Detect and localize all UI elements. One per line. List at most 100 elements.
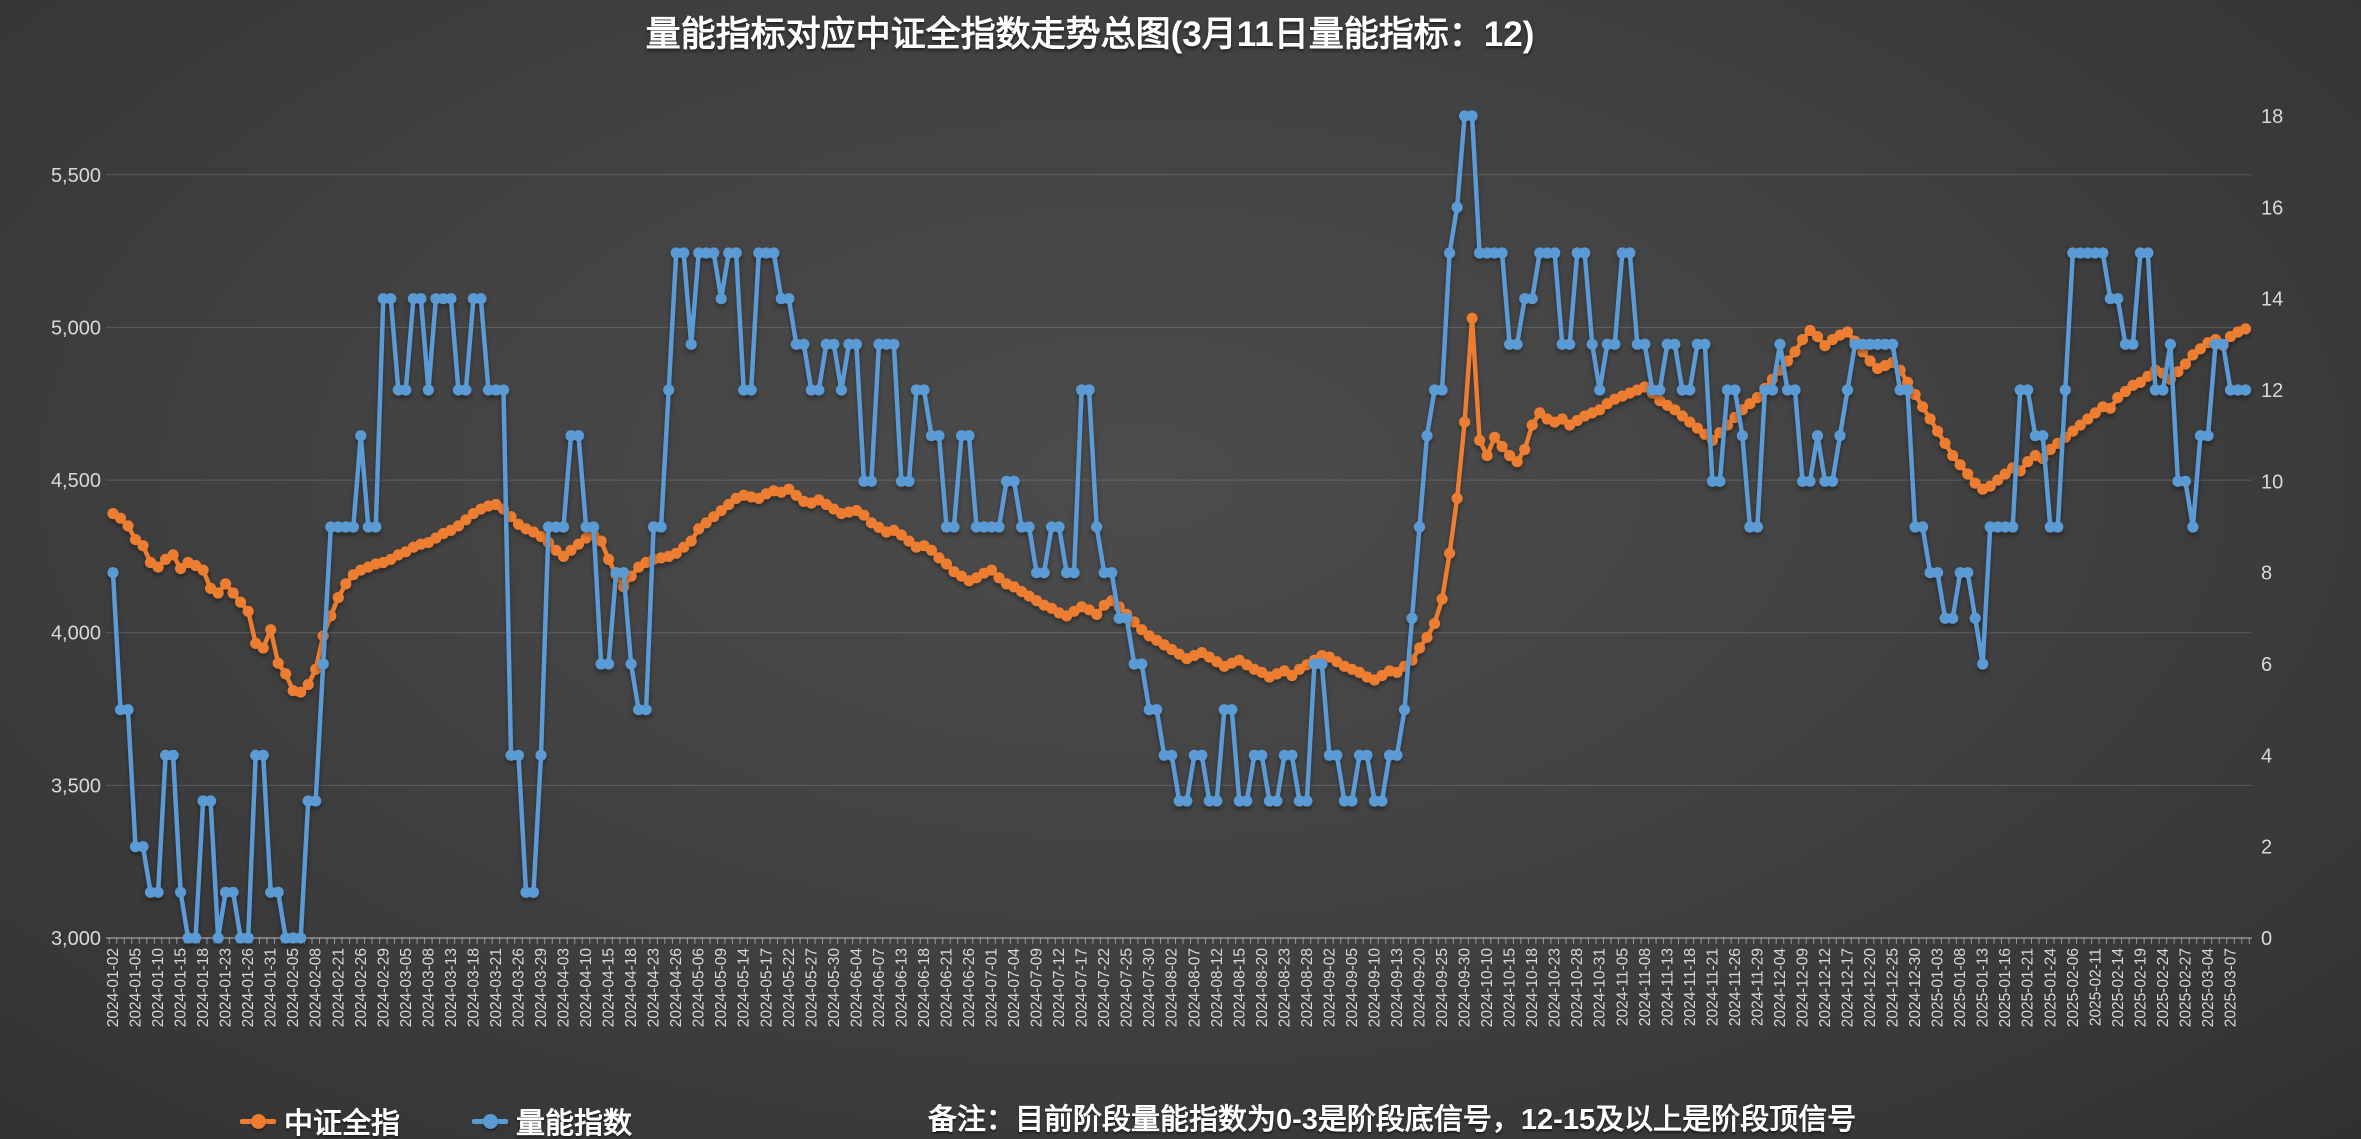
x-axis-date-label: 2024-05-09	[713, 948, 730, 1027]
x-axis-date-label: 2024-09-05	[1344, 948, 1361, 1027]
data-point	[663, 384, 675, 396]
data-point	[715, 293, 727, 305]
x-axis-date-label: 2024-06-26	[961, 948, 978, 1027]
data-point	[1962, 567, 1974, 579]
data-point	[1954, 459, 1966, 471]
data-point	[2179, 358, 2191, 370]
data-point	[2112, 293, 2124, 305]
data-point	[768, 247, 780, 259]
data-point	[385, 293, 397, 305]
data-point	[1376, 795, 1388, 807]
data-point	[933, 552, 945, 564]
csi-marker-dot	[251, 1114, 266, 1129]
data-point	[685, 535, 697, 547]
data-point	[2022, 384, 2034, 396]
x-axis-date-label: 2025-01-16	[1997, 948, 2014, 1027]
data-point	[618, 567, 630, 579]
data-point	[205, 795, 217, 807]
data-point	[1496, 440, 1508, 453]
data-point	[2217, 338, 2229, 350]
data-point	[1841, 384, 1854, 396]
data-point	[1413, 642, 1426, 654]
data-point	[242, 932, 254, 944]
data-point	[1811, 331, 1824, 343]
data-point	[685, 338, 697, 350]
data-point	[370, 521, 382, 533]
data-point	[1421, 430, 1433, 442]
data-point	[588, 521, 600, 533]
data-point	[2037, 430, 2049, 442]
data-point	[1136, 658, 1148, 670]
data-point	[1421, 631, 1433, 643]
data-point	[1962, 468, 1974, 480]
data-point	[603, 553, 615, 566]
data-point	[310, 795, 322, 807]
data-point	[1121, 612, 1133, 624]
data-point	[1053, 521, 1065, 533]
x-axis-date-label: 2024-03-05	[398, 948, 415, 1027]
y-axis-left-tick-label: 4,500	[51, 470, 101, 492]
data-point	[235, 596, 247, 608]
data-point	[1211, 795, 1223, 807]
data-point	[1091, 608, 1103, 621]
data-point	[227, 587, 239, 599]
x-axis-date-label: 2024-11-08	[1637, 948, 1654, 1026]
data-point	[1924, 413, 1936, 425]
data-point	[1579, 247, 1591, 259]
data-point	[1406, 612, 1418, 624]
data-point	[2022, 456, 2034, 468]
data-point	[1751, 392, 1763, 404]
data-point	[452, 520, 464, 532]
data-point	[2044, 443, 2056, 456]
data-point	[2187, 521, 2199, 533]
data-point	[257, 642, 269, 654]
data-point	[1466, 110, 1478, 122]
x-axis-date-label: 2024-01-15	[173, 948, 190, 1027]
data-point	[903, 475, 915, 487]
data-point	[1271, 795, 1283, 807]
data-point	[2239, 384, 2252, 396]
data-point	[2239, 323, 2252, 335]
data-point	[1969, 477, 1981, 489]
data-point	[460, 384, 472, 396]
x-axis-date-label: 2024-09-20	[1412, 948, 1429, 1028]
x-axis-date-label: 2024-11-18	[1682, 948, 1699, 1026]
data-point	[400, 384, 412, 396]
y-axis-right-tick-label: 16	[2261, 197, 2283, 219]
data-point	[1947, 450, 1959, 462]
data-point	[167, 549, 179, 561]
data-point	[1286, 669, 1298, 682]
data-point	[985, 564, 998, 576]
data-point	[572, 538, 585, 550]
data-point	[678, 541, 690, 553]
data-point	[2104, 402, 2116, 414]
data-point	[933, 430, 945, 442]
data-point	[1594, 384, 1606, 396]
data-point	[895, 529, 908, 541]
data-point	[1459, 416, 1471, 428]
data-point	[993, 572, 1005, 584]
data-point	[572, 430, 585, 442]
x-axis-date-label: 2024-07-12	[1051, 948, 1068, 1027]
data-point	[1939, 437, 1951, 449]
x-axis-date-label: 2024-03-18	[465, 948, 482, 1027]
data-point	[1444, 547, 1456, 559]
data-point	[137, 540, 149, 552]
data-point	[535, 749, 547, 761]
data-point	[1917, 521, 1929, 533]
data-point	[1714, 475, 1726, 487]
x-axis-date-label: 2025-01-13	[1975, 948, 1992, 1027]
data-point	[1023, 521, 1035, 533]
data-point	[445, 293, 457, 305]
x-axis-date-label: 2025-02-27	[2177, 948, 2194, 1027]
data-point	[114, 512, 127, 524]
footnote: 备注：目前阶段量能指数为0-3是阶段底信号，12-15及以上是阶段顶信号	[928, 1104, 1857, 1136]
legend-item-csi: 中证全指	[240, 1100, 400, 1139]
data-point	[1751, 521, 1763, 533]
y-axis-right-tick-label: 2	[2261, 837, 2272, 859]
x-axis-date-label: 2024-05-27	[803, 948, 820, 1027]
x-axis-date-label: 2024-02-08	[308, 948, 325, 1027]
x-axis-date-label: 2025-01-03	[1930, 948, 1947, 1027]
data-point	[1466, 312, 1478, 324]
